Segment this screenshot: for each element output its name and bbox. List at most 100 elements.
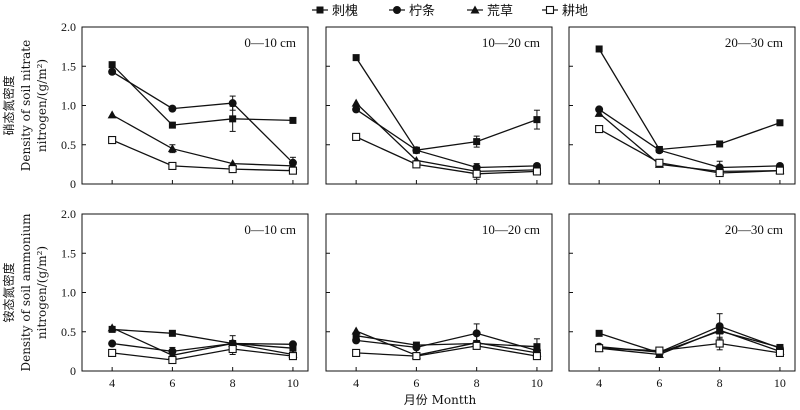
data-point xyxy=(412,343,421,352)
series-4 xyxy=(595,336,784,357)
data-point xyxy=(351,98,361,107)
x-tick-label: 4 xyxy=(596,376,602,390)
data-point xyxy=(532,352,541,361)
legend-item-1: 刺槐 xyxy=(312,3,358,19)
data-point xyxy=(412,146,421,155)
data-point xyxy=(595,344,604,353)
series-line xyxy=(112,328,293,349)
series-line xyxy=(355,330,538,356)
series-4 xyxy=(352,132,541,178)
data-point xyxy=(168,329,176,337)
series-4 xyxy=(108,343,297,365)
data-point xyxy=(352,132,361,141)
series-1 xyxy=(108,61,297,132)
x-tick-label: 6 xyxy=(169,376,175,390)
data-point xyxy=(473,138,481,146)
data-point xyxy=(288,166,297,175)
series-2 xyxy=(595,105,784,175)
series-line xyxy=(112,342,293,353)
y-tick-label: 2.0 xyxy=(61,207,76,221)
data-point xyxy=(352,54,360,62)
series-line xyxy=(355,136,537,175)
data-point xyxy=(715,168,724,178)
x-tick-label: 8 xyxy=(717,376,723,390)
data-point xyxy=(228,99,237,108)
legend: 刺槐 柠条 荒草 耕地 xyxy=(312,3,588,19)
series-line xyxy=(599,342,781,354)
data-point xyxy=(229,115,237,123)
legend-marker-icon xyxy=(316,6,324,14)
series-line xyxy=(111,327,294,356)
data-point xyxy=(108,348,117,357)
series-2 xyxy=(108,67,297,169)
y-tick-label: 0 xyxy=(70,177,76,191)
data-point xyxy=(288,340,297,349)
y-axis-title-line-2: Density of soil nitrate xyxy=(19,40,33,171)
data-point xyxy=(352,336,361,345)
panel-frame xyxy=(81,213,309,372)
data-point xyxy=(168,355,177,365)
y-axis-titles: 硝态氮密度 Density of soil nitrate nitrogen/(g/… xyxy=(1,40,49,372)
data-point xyxy=(595,125,604,134)
data-point xyxy=(228,344,237,354)
data-point xyxy=(168,104,177,113)
data-point xyxy=(107,110,117,119)
y-axis-title-line-1: 铵态氮密度 xyxy=(1,262,16,322)
x-tick-label: 8 xyxy=(230,376,236,390)
y-axis-title-line-3: nitrogen/(g/m²) xyxy=(35,59,49,152)
data-point xyxy=(107,323,117,332)
series-3 xyxy=(594,325,785,359)
panel-grid: 0 0.5 1.0 1.5 2.0 0—10 cm 10—20 cm 20—30 cm 0 0.5… xyxy=(61,20,796,390)
data-point xyxy=(655,146,664,155)
series-1 xyxy=(352,54,541,154)
series-line xyxy=(111,139,293,172)
y-axis-title-line-1: 硝态氮密度 xyxy=(1,75,16,135)
y-tick-label: 0 xyxy=(70,364,76,378)
legend-label: 刺槐 xyxy=(332,3,358,19)
legend-label: 耕地 xyxy=(562,3,588,19)
x-tick-label: 6 xyxy=(413,376,419,390)
data-point xyxy=(228,165,237,174)
series-line xyxy=(112,348,293,361)
depth-label: 20—30 cm xyxy=(725,35,783,50)
data-point xyxy=(655,158,664,167)
panel-r2-c1: 0 0.5 1.0 1.5 2.0 4 6 8 10 0—10 cm xyxy=(61,207,309,390)
data-point xyxy=(716,140,724,148)
data-point xyxy=(289,116,297,124)
depth-label: 0—10 cm xyxy=(244,222,296,237)
data-point xyxy=(595,329,603,337)
x-tick-label: 6 xyxy=(656,376,662,390)
series-4 xyxy=(108,135,297,175)
y-tick-label: 0.5 xyxy=(61,138,76,152)
data-point xyxy=(472,329,481,338)
series-line xyxy=(355,57,538,151)
x-tick-label: 10 xyxy=(774,376,786,390)
data-point xyxy=(715,339,724,348)
data-point xyxy=(167,144,177,153)
panel-frame xyxy=(325,213,553,372)
x-tick-label: 8 xyxy=(474,376,480,390)
series-line xyxy=(598,48,781,151)
series-line xyxy=(598,108,780,169)
data-point xyxy=(715,325,725,334)
series-line xyxy=(355,335,537,348)
data-point xyxy=(412,352,421,361)
data-point xyxy=(352,105,361,114)
legend-label: 柠条 xyxy=(409,3,435,19)
data-point xyxy=(108,67,117,76)
series-line xyxy=(111,71,294,164)
depth-label: 10—20 cm xyxy=(482,222,540,237)
series-line xyxy=(598,128,780,174)
series-line xyxy=(111,64,293,126)
series-line xyxy=(355,102,537,173)
y-tick-label: 1.5 xyxy=(61,59,76,73)
series-4 xyxy=(352,341,541,361)
y-tick-label: 2.0 xyxy=(61,20,76,34)
data-point xyxy=(472,169,481,178)
data-point xyxy=(595,45,603,53)
panel-r1-c3: 20—30 cm xyxy=(568,26,796,185)
series-line xyxy=(356,345,538,357)
series-line xyxy=(355,108,537,169)
data-point xyxy=(288,352,297,361)
